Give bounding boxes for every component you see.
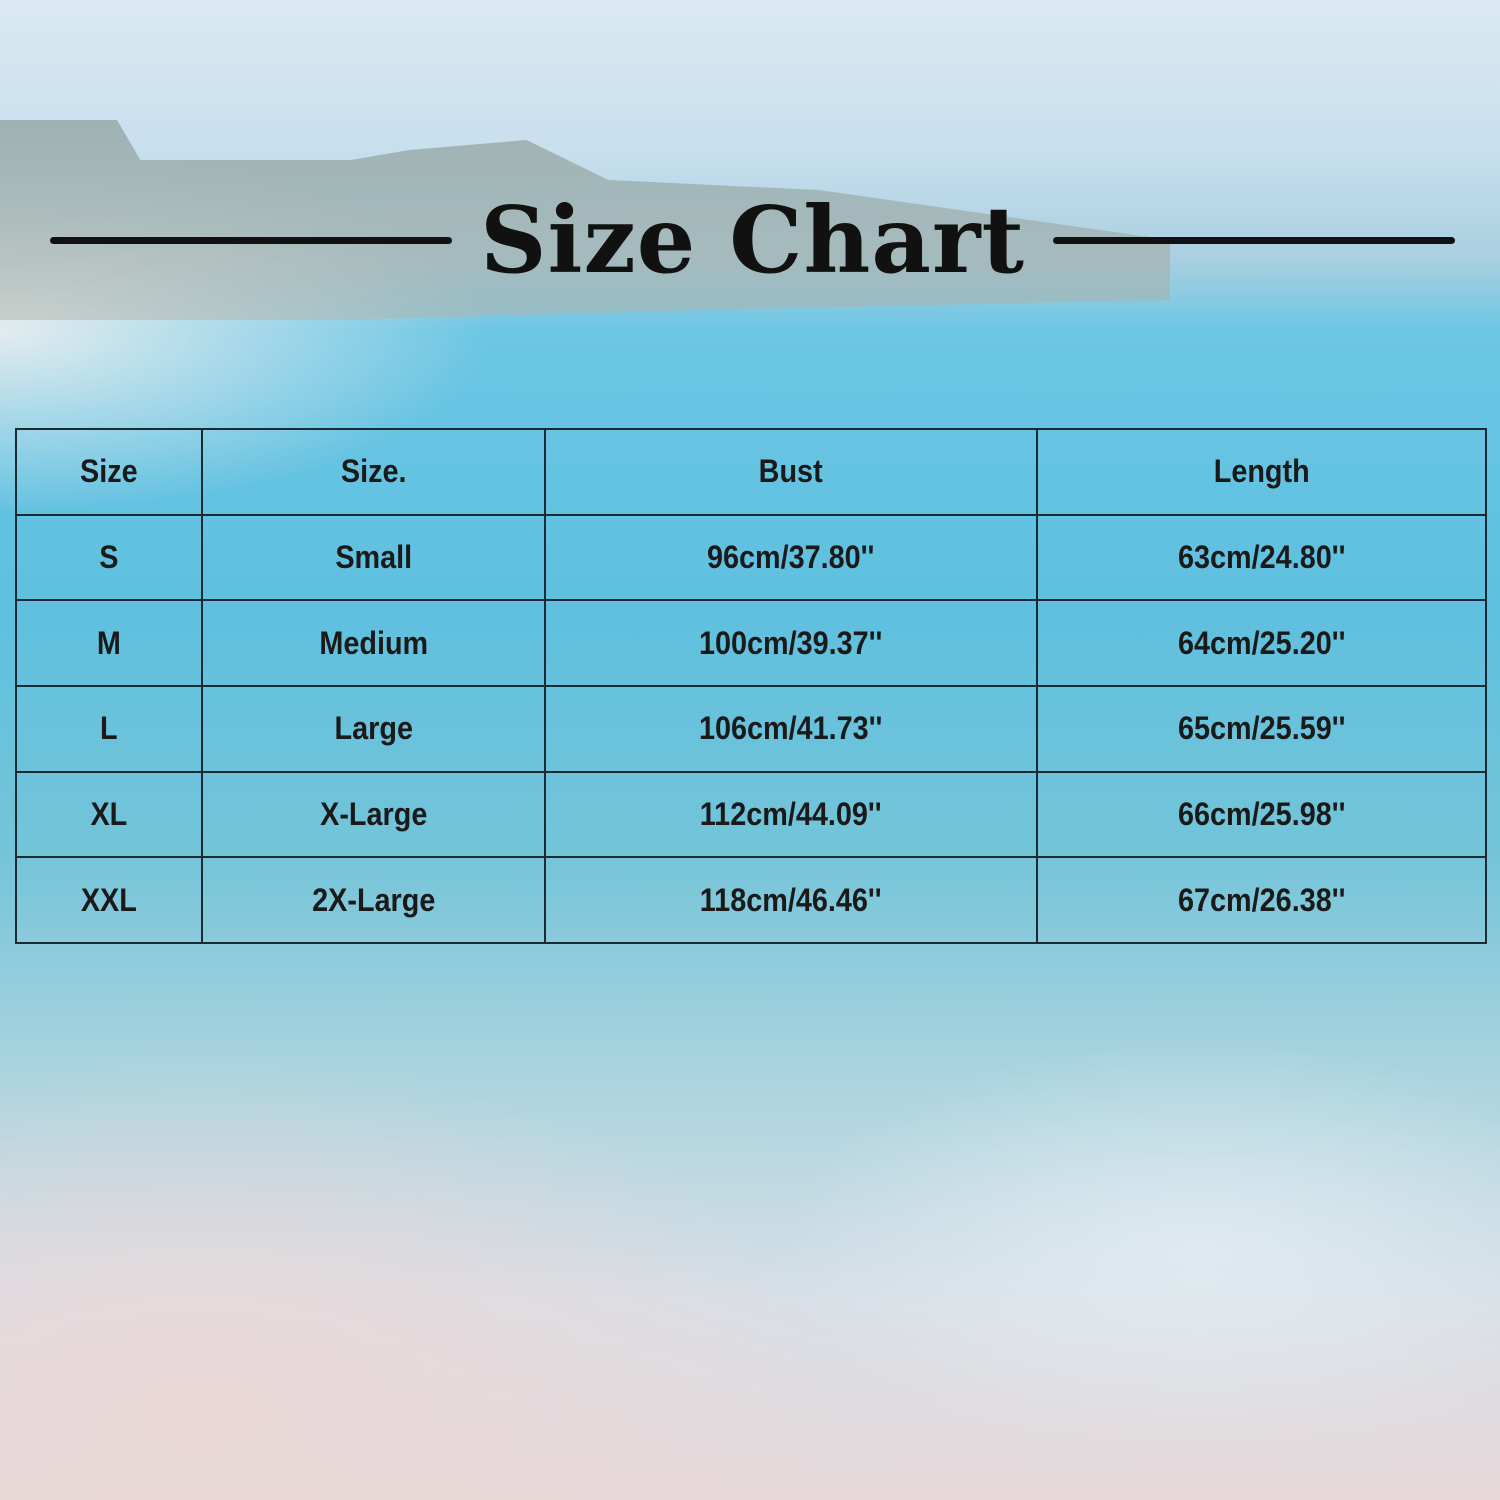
header-size: Size xyxy=(24,428,194,516)
table-row: L Large 106cm/41.73'' 65cm/25.59'' xyxy=(16,684,1486,773)
cell-size-name: X-Large xyxy=(217,770,529,859)
cell-length: 63cm/24.80'' xyxy=(1058,513,1465,602)
cell-size: S xyxy=(24,513,194,602)
cell-bust: 112cm/44.09'' xyxy=(568,770,1013,859)
page-title: Size Chart xyxy=(480,186,1025,294)
cell-bust: 118cm/46.46'' xyxy=(568,856,1013,944)
cell-bust: 106cm/41.73'' xyxy=(568,684,1013,773)
size-table: Size Size. Bust Length S Small 96cm/37.80'… xyxy=(15,428,1487,944)
cell-size-name: Large xyxy=(217,684,529,773)
cell-size-name: Medium xyxy=(217,599,529,687)
title-rule-left xyxy=(50,236,453,244)
cell-bust: 100cm/39.37'' xyxy=(568,599,1013,687)
cell-bust: 96cm/37.80'' xyxy=(568,513,1013,602)
table-row: XL X-Large 112cm/44.09'' 66cm/25.98'' xyxy=(16,770,1486,859)
header-size-name: Size. xyxy=(217,428,529,516)
cell-length: 65cm/25.59'' xyxy=(1058,684,1465,773)
cell-size: M xyxy=(24,599,194,687)
title-bar: Size Chart xyxy=(50,186,1456,294)
table-row: XXL 2X-Large 118cm/46.46'' 67cm/26.38'' xyxy=(16,856,1486,944)
table-row: S Small 96cm/37.80'' 63cm/24.80'' xyxy=(16,513,1486,602)
cell-size: XL xyxy=(24,770,194,859)
table-header-row: Size Size. Bust Length xyxy=(16,428,1486,516)
cell-length: 66cm/25.98'' xyxy=(1058,770,1465,859)
cell-size-name: Small xyxy=(217,513,529,602)
header-length: Length xyxy=(1058,428,1465,516)
cell-length: 67cm/26.38'' xyxy=(1058,856,1465,944)
cell-size: L xyxy=(24,684,194,773)
cell-size: XXL xyxy=(24,856,194,944)
header-bust: Bust xyxy=(568,428,1013,516)
table-row: M Medium 100cm/39.37'' 64cm/25.20'' xyxy=(16,599,1486,687)
cell-length: 64cm/25.20'' xyxy=(1058,599,1465,687)
cell-size-name: 2X-Large xyxy=(217,856,529,944)
title-rule-right xyxy=(1052,236,1456,244)
